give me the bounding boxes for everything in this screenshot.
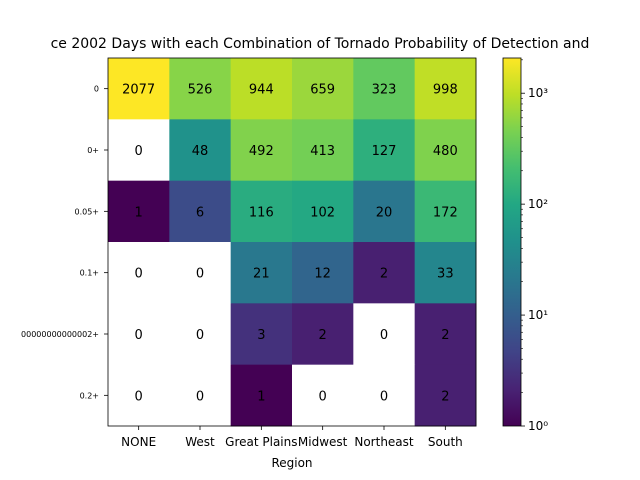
heatmap-cell: [108, 242, 170, 304]
cell-value-label: 0: [319, 389, 327, 404]
x-tick-label: Midwest: [298, 435, 348, 449]
cell-value-label: 944: [249, 83, 274, 98]
x-tick-label: Northeast: [354, 435, 414, 449]
heatmap-cell: [108, 119, 170, 182]
heatmap-cell: [230, 303, 293, 366]
cell-value-label: 6: [196, 205, 204, 220]
heatmap-cells: [108, 58, 477, 427]
heatmap-cell: [169, 303, 232, 366]
y-tick-label: 0+: [87, 146, 99, 155]
y-tick-label: 0.1+: [80, 269, 99, 278]
cell-value-label: 998: [433, 83, 458, 98]
cell-value-label: 526: [188, 83, 213, 98]
colorbar-frame: [502, 57, 522, 427]
cell-value-label: 2: [319, 328, 327, 343]
cell-value-label: 480: [433, 144, 458, 159]
cell-value-label: 0: [196, 389, 204, 404]
heatmap-cell: [230, 364, 293, 427]
heatmap-cell: [108, 364, 170, 427]
heatmap-cell: [230, 58, 293, 120]
cell-value-label: 492: [249, 144, 274, 159]
cell-value-label: 0: [135, 328, 143, 343]
cell-value-label: 1: [135, 205, 143, 220]
heatmap-cell: [230, 119, 293, 182]
cell-value-label: 12: [314, 267, 331, 282]
y-tick-label: 0: [94, 85, 99, 94]
heatmap-cell: [414, 364, 477, 427]
cell-value-label: 127: [372, 144, 397, 159]
heatmap-cell: [353, 364, 416, 427]
heatmap-cell: [414, 303, 477, 366]
x-tick-label: South: [428, 435, 463, 449]
heatmap-cell: [292, 119, 354, 182]
x-axis: NONE West Great Plains Midwest Northeast Sout…: [121, 426, 463, 449]
colorbar-gradient: [503, 58, 521, 426]
heatmap-cell: [108, 58, 170, 120]
heatmap-cell: [353, 119, 416, 182]
heatmap-cell: [292, 180, 354, 243]
y-tick-label: 0.05+: [74, 207, 99, 216]
heatmap-cell: [108, 180, 170, 243]
heatmap-cell: [353, 303, 416, 366]
cell-value-label: 2: [441, 389, 449, 404]
cell-value-label: 20: [376, 205, 393, 220]
cell-value-label: 0: [135, 267, 143, 282]
cell-value-labels: 2077 526 944 659 323 998 0 48 492 413 127 480 1 6 116 1…: [122, 83, 458, 405]
colorbar-tick-label: 10¹: [528, 308, 548, 322]
cell-value-label: 0: [380, 389, 388, 404]
y-axis: 0 0+ 0.05+ 0.1+ 00000000000002+ 0.2+: [21, 85, 108, 400]
heatmap-cell: [414, 180, 477, 243]
cell-value-label: 0: [135, 144, 143, 159]
heatmap-cell: [353, 58, 416, 120]
cell-value-label: 0: [380, 328, 388, 343]
heatmap-cell: [169, 180, 232, 243]
cell-value-label: 102: [310, 205, 335, 220]
chart-title: ce 2002 Days with each Combination of To…: [51, 36, 590, 52]
colorbar-tick-label: 10³: [528, 86, 548, 100]
cell-value-label: 413: [310, 144, 335, 159]
cell-value-label: 2: [441, 328, 449, 343]
heatmap-cell: [169, 58, 232, 120]
heatmap-cell: [292, 364, 354, 427]
colorbar-tick-label: 10²: [528, 197, 548, 211]
heatmap-cell: [414, 242, 477, 304]
heatmap-cell: [108, 303, 170, 366]
heatmap-cell: [230, 180, 293, 243]
colorbar: 10⁰ 10¹ 10² 10³: [502, 57, 548, 433]
x-tick-label: NONE: [121, 435, 156, 449]
cell-value-label: 116: [249, 205, 274, 220]
cell-value-label: 21: [253, 267, 270, 282]
heatmap-cell: [230, 242, 293, 304]
heatmap-cell: [353, 242, 416, 304]
x-tick-label: Great Plains: [225, 435, 297, 449]
heatmap-cell: [169, 242, 232, 304]
cell-value-label: 172: [433, 205, 458, 220]
heatmap-cell: [169, 364, 232, 427]
x-axis-label: Region: [271, 456, 312, 470]
x-tick-label: West: [185, 435, 215, 449]
heatmap-cell: [292, 58, 354, 120]
colorbar-tick-label: 10⁰: [528, 419, 548, 433]
heatmap-cell: [292, 303, 354, 366]
cell-value-label: 0: [135, 389, 143, 404]
heatmap-cell: [414, 119, 477, 182]
cell-value-label: 33: [437, 267, 454, 282]
cell-value-label: 0: [196, 328, 204, 343]
cell-value-label: 659: [310, 83, 335, 98]
cell-value-label: 1: [257, 389, 265, 404]
cell-value-label: 0: [196, 267, 204, 282]
y-tick-label: 00000000000002+: [21, 330, 99, 339]
heatmap-cell: [292, 242, 354, 304]
heatmap-cell: [353, 180, 416, 243]
y-tick-label: 0.2+: [80, 391, 99, 400]
cell-value-label: 48: [192, 144, 209, 159]
cell-value-label: 2: [380, 267, 388, 282]
cell-value-label: 2077: [122, 83, 155, 98]
cell-value-label: 323: [372, 83, 397, 98]
plot-frame: [107, 57, 477, 427]
heatmap-cell: [414, 58, 477, 120]
cell-value-label: 3: [257, 328, 265, 343]
heatmap-cell: [169, 119, 232, 182]
